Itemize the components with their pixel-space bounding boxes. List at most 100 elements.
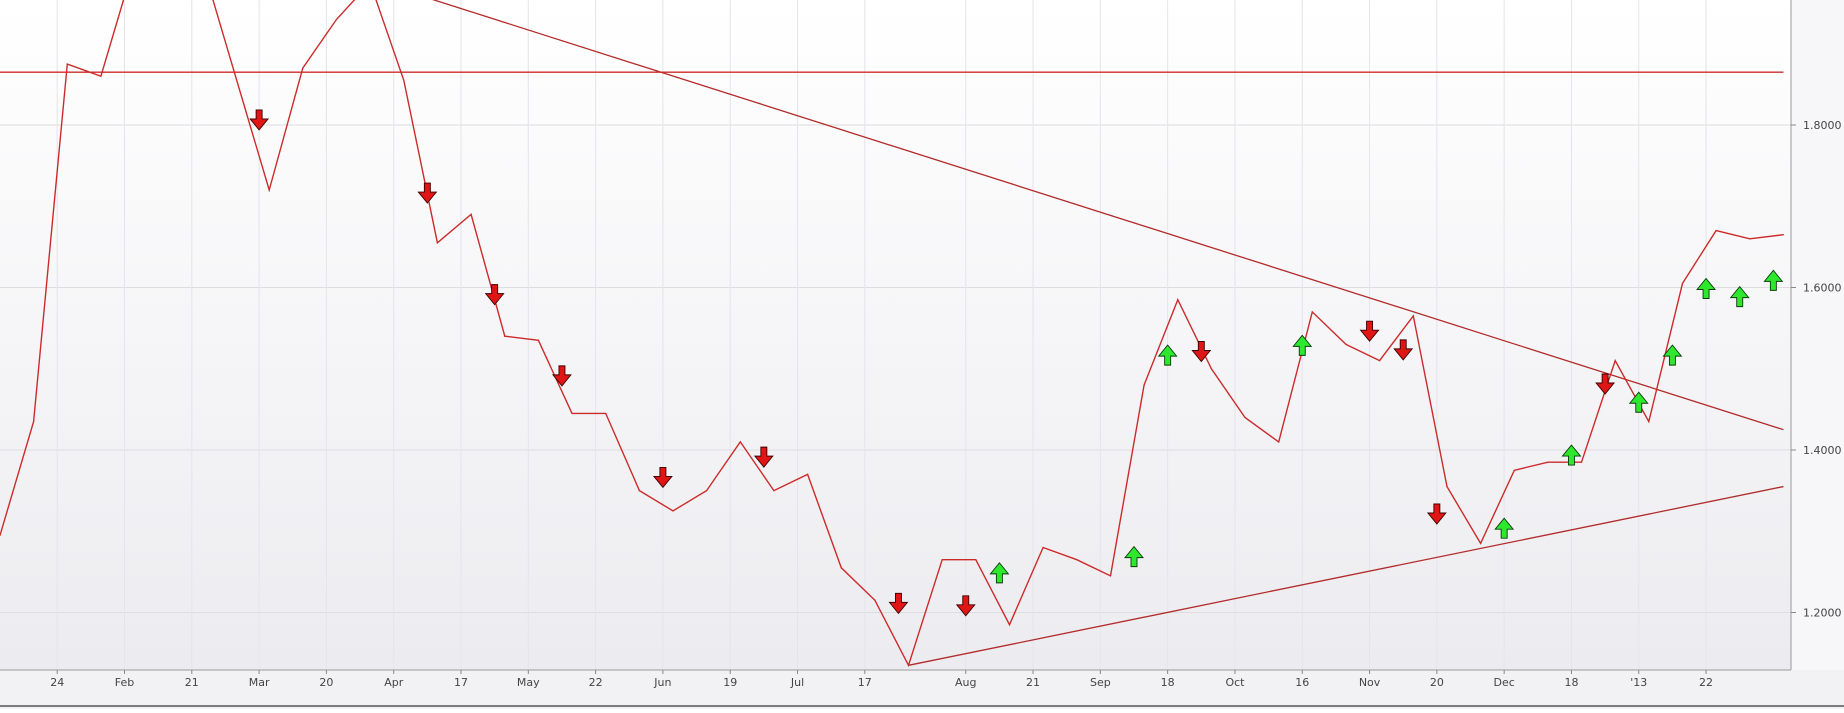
data-point [66, 63, 68, 65]
x-tick-label: 24 [50, 676, 64, 689]
data-point [1513, 469, 1515, 471]
gridlines [0, 0, 1791, 670]
data-point [1076, 559, 1078, 561]
sell-signal-arrow-icon [484, 284, 505, 306]
plot-background [0, 0, 1791, 670]
data-point [1580, 461, 1583, 463]
trendlines [0, 0, 1784, 666]
x-tick-label: Feb [115, 676, 134, 689]
data-point [436, 242, 439, 244]
data-point [1210, 368, 1212, 370]
data-point [1715, 230, 1717, 232]
x-tick-label: 22 [589, 676, 603, 689]
sell-signal-arrow-icon [753, 446, 774, 468]
data-point [1547, 461, 1549, 463]
data-point [504, 335, 506, 337]
data-point [1143, 384, 1145, 386]
x-tick-label: 21 [1026, 676, 1040, 689]
data-point [1749, 238, 1751, 240]
buy-signal-arrow-icon [1729, 285, 1750, 308]
data-point [975, 559, 977, 561]
y-tick-label: 1.6000 [1803, 282, 1842, 295]
x-tick-label: '13 [1630, 676, 1647, 689]
data-point [1480, 542, 1482, 545]
buy-signal-arrow-icon [1157, 344, 1178, 366]
x-tick-label: 20 [319, 676, 333, 689]
data-point [100, 75, 102, 77]
data-point [470, 213, 472, 215]
data-point [335, 18, 338, 20]
x-tick-label: Jun [653, 676, 671, 689]
x-tick-label: May [517, 676, 540, 689]
x-tick-label: Mar [249, 676, 270, 689]
y-tick-label: 1.2000 [1803, 607, 1842, 620]
x-tick-label: Dec [1494, 676, 1515, 689]
data-point [0, 534, 1, 536]
data-point [672, 510, 674, 512]
data-point [941, 559, 943, 561]
x-tick-label: 22 [1699, 676, 1713, 689]
sell-signal-arrow-icon [1393, 339, 1414, 361]
data-point [234, 75, 237, 77]
buy-signal-arrow-icon [989, 562, 1010, 584]
x-tick-label: Oct [1225, 676, 1245, 689]
y-tick-label: 1.4000 [1803, 444, 1842, 457]
buy-signal-arrow-icon [1763, 269, 1784, 291]
data-point [403, 79, 405, 81]
data-point [1782, 234, 1785, 236]
x-tick-label: Apr [384, 676, 404, 689]
data-point [1244, 416, 1246, 419]
data-point [840, 567, 842, 569]
y-tick-label: 1.8000 [1803, 119, 1842, 132]
data-point [1412, 315, 1414, 317]
x-axis-ticks: 24 Feb 21 Mar 20 Apr 17 May 22 Jun 19 Jul 17 Aug 21 Sep… [50, 670, 1713, 689]
data-point [807, 473, 809, 475]
x-tick-label: 20 [1430, 676, 1444, 689]
price-series-line [0, 0, 1784, 668]
data-point [874, 599, 876, 601]
data-point [1446, 485, 1448, 488]
series-line [0, 0, 1785, 668]
data-point [302, 67, 304, 69]
sell-signal-arrow-icon [652, 466, 673, 489]
data-point [706, 490, 708, 492]
x-tick-label: 18 [1564, 676, 1578, 689]
buy-signal-arrow-icon [1292, 334, 1313, 356]
sell-signal-arrow-icon [1359, 320, 1380, 342]
sell-signal-arrow-icon [1426, 503, 1447, 525]
buy-signal-arrow-icon [1124, 545, 1144, 568]
trendline-support [908, 485, 1784, 666]
buy-signal-arrow-icon [1662, 344, 1683, 366]
data-point [1008, 624, 1011, 626]
data-point [268, 189, 270, 191]
data-point [537, 339, 540, 341]
data-point [1681, 282, 1684, 285]
sell-signal-arrow-icon [1595, 373, 1616, 395]
buy-signal-arrow-icon [1561, 444, 1582, 466]
data-point [1614, 360, 1616, 362]
sell-signal-arrow-icon [417, 182, 438, 204]
data-point [605, 412, 607, 415]
y-axis-panel [1791, 0, 1844, 670]
data-point [1177, 299, 1179, 301]
x-tick-label: 18 [1161, 676, 1175, 689]
data-point [1311, 311, 1313, 313]
x-tick-label: 19 [723, 676, 737, 689]
data-point [907, 664, 910, 666]
buy-signal-arrow-icon [1628, 391, 1649, 413]
data-point [1109, 575, 1112, 577]
x-tick-label: 17 [858, 676, 872, 689]
sell-signal-arrow-icon [249, 109, 270, 131]
y-axis-ticks: 1.2000 1.4000 1.6000 1.8000 [1791, 119, 1842, 620]
sell-signal-arrow-icon [552, 365, 572, 387]
data-point [33, 420, 35, 423]
sell-signal-arrow-icon [955, 595, 976, 617]
x-tick-label: Aug [955, 676, 976, 689]
buy-signal-arrow-icon [1494, 517, 1515, 539]
data-point [1278, 441, 1280, 443]
data-point [571, 412, 573, 415]
x-tick-label: 16 [1295, 676, 1309, 689]
data-point [1345, 343, 1347, 345]
